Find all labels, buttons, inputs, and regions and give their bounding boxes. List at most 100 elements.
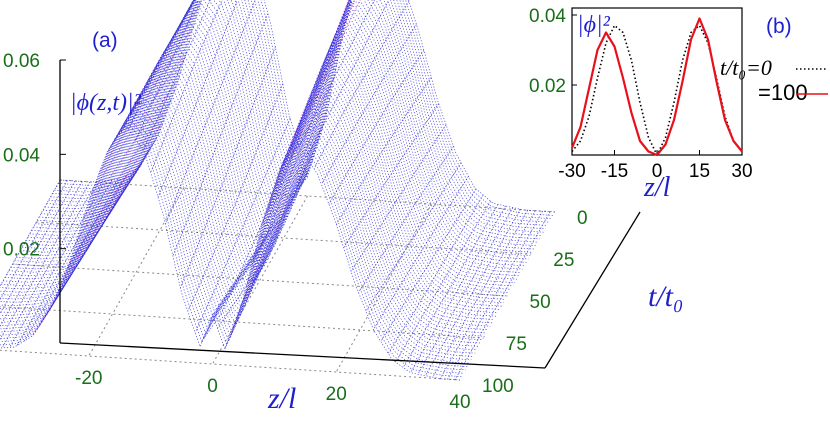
floor-grid-line-z <box>335 203 432 373</box>
panel-a-label: (a) <box>92 29 118 52</box>
surface-line-z <box>313 1 410 169</box>
floor-grid-line-z <box>212 195 308 365</box>
surface-line-t <box>0 111 468 367</box>
floor-grid <box>0 179 556 381</box>
z-axis-label: |ϕ(z,t)|² <box>70 90 142 116</box>
x-tick-label: 40 <box>449 392 470 413</box>
inset-x-tick-label: -15 <box>601 161 628 182</box>
surface-line-t <box>54 0 550 223</box>
surface-line-z <box>336 77 432 225</box>
surface-line-t <box>0 115 466 371</box>
floor-grid-line-z <box>88 187 185 357</box>
surface-line-z <box>283 0 356 164</box>
surface-line-z <box>402 204 499 368</box>
inset-y-tick-labels: 0.02 0.04 <box>529 6 566 97</box>
inset-frame <box>571 7 743 156</box>
inset-x-tick-labels: -30 -15 0 15 30 <box>558 161 752 182</box>
y-tick-label: 25 <box>553 250 574 271</box>
surface-line-t <box>1 53 497 317</box>
surface-line-t <box>2 49 499 314</box>
z-tick-label: 0.06 <box>3 51 40 72</box>
surface-line-t <box>0 70 489 330</box>
surface-line-z <box>172 13 269 257</box>
y-axis-label: t/t₀ <box>648 280 683 313</box>
inset-x-label: z/l <box>643 172 671 203</box>
surface-mesh <box>0 0 556 381</box>
surface-line-t <box>40 0 537 246</box>
surface-line-t <box>0 118 464 374</box>
surface-line-z <box>298 0 375 147</box>
surface-line-t <box>0 58 495 320</box>
inset-y-tick-label: 0.02 <box>529 76 566 97</box>
surface-line-z <box>16 179 113 346</box>
surface-line-z <box>0 180 68 301</box>
inset-x-tick-label: 30 <box>731 161 752 182</box>
inset-x-tick-label: 0 <box>652 161 663 182</box>
surface-line-t <box>0 75 487 334</box>
surface-line-z <box>410 205 506 373</box>
surface-line-z <box>380 188 477 342</box>
surface-line-t <box>0 90 480 347</box>
surface-line-t <box>0 104 472 361</box>
surface-line-t <box>58 0 554 216</box>
y-tick-label: 100 <box>482 376 514 397</box>
inset-tick-marks <box>571 14 743 155</box>
surface-line-t <box>31 0 527 263</box>
surface-line-t <box>14 24 510 293</box>
surface-line-t <box>0 100 474 357</box>
legend-label-t0: t/t₀=0 <box>720 55 772 80</box>
surface-line-z <box>358 146 454 293</box>
surface-line-t <box>18 17 514 287</box>
z-tick-labels: 0.02 0.04 0.06 <box>3 51 66 261</box>
surface-line-t <box>25 3 521 273</box>
panel-b-label: (b) <box>766 15 792 38</box>
floor-grid-line-t <box>36 221 532 255</box>
inset-x-tick-label: -30 <box>558 161 585 182</box>
surface-line-z <box>395 201 491 363</box>
surface-line-z <box>0 180 76 315</box>
x-tick-label: -20 <box>75 368 102 389</box>
surface-line-z <box>328 50 425 205</box>
surface-line-z <box>1 181 98 349</box>
inset-x-tick-label: 15 <box>689 161 710 182</box>
surface-line-z <box>0 181 91 340</box>
surface-line-z <box>9 180 105 348</box>
x-tick-label: 0 <box>207 376 218 397</box>
inset-y-label: |ϕ|² <box>577 12 611 38</box>
surface-line-t <box>10 32 506 300</box>
surface-line-z <box>424 209 521 376</box>
surface-line-z <box>239 74 336 309</box>
surface-line-t <box>0 108 470 364</box>
surface-line-t <box>16 21 512 290</box>
y-tick-label: 0 <box>577 208 588 229</box>
series-line-t100 <box>570 17 743 157</box>
surface-line-z <box>447 211 543 380</box>
surface-line-z <box>194 118 291 333</box>
surface-line-t <box>0 97 476 354</box>
legend-label-t100: =100 <box>758 80 808 105</box>
surface-line-z <box>179 46 276 288</box>
panel-b-inset-plot: -30 -15 0 15 30 0.02 0.04 (b) |ϕ|² z/l t/t₀=0… <box>529 6 828 203</box>
z-tick-label: 0.04 <box>3 145 40 166</box>
inset-series <box>570 17 743 157</box>
surface-line-t <box>0 125 461 381</box>
surface-line-z <box>291 0 361 155</box>
x-tick-label: 20 <box>326 384 347 405</box>
surface-line-z <box>202 143 298 341</box>
surface-line-t <box>0 122 462 377</box>
x-axis-line <box>59 342 546 369</box>
surface-line-z <box>365 162 462 312</box>
surface-line-z <box>187 83 284 312</box>
inset-y-tick-label: 0.04 <box>529 6 566 27</box>
surface-line-z <box>0 181 83 328</box>
surface-line-z <box>321 24 417 185</box>
surface-line-t <box>6 41 502 307</box>
surface-line-t <box>0 79 485 337</box>
y-axis-line <box>544 211 641 369</box>
surface-line-z <box>387 194 484 354</box>
surface-line-z <box>165 0 256 225</box>
